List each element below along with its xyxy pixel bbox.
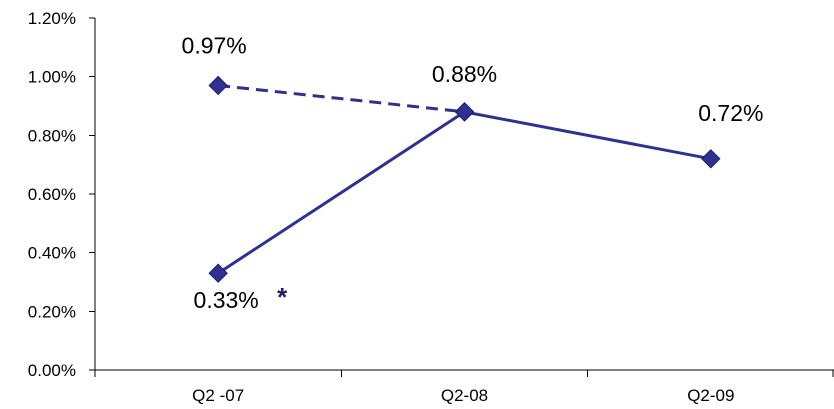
data-label: 0.88% <box>432 61 497 87</box>
series-line-dashed <box>218 83 465 114</box>
data-point-marker <box>208 263 228 283</box>
series-line-solid <box>217 110 712 275</box>
data-point-marker <box>701 149 721 169</box>
x-tick-label: Q2 -07 <box>192 386 244 405</box>
x-tick-label: Q2-08 <box>441 386 488 405</box>
y-tick-label: 0.20% <box>28 302 76 321</box>
data-label-layer: 0.97% 0.88% 0.33% * 0.72% <box>182 32 764 313</box>
y-tick-label: 0.80% <box>28 126 76 145</box>
y-tick-label: 0.40% <box>28 244 76 263</box>
x-axis: Q2 -07 Q2-08 Q2-09 <box>94 369 834 405</box>
x-tick-label: Q2-09 <box>687 386 734 405</box>
y-tick-label: 1.00% <box>28 68 76 87</box>
data-label: 0.97% <box>182 32 247 58</box>
data-label: 0.33% <box>194 287 259 313</box>
y-tick-label: 1.20% <box>28 9 76 28</box>
series-layer <box>208 75 721 283</box>
y-axis: 0.00% 0.20% 0.40% 0.60% 0.80% 1.00% 1.20% <box>28 9 96 380</box>
y-tick-label: 0.00% <box>28 361 76 380</box>
data-point-marker <box>454 102 475 122</box>
y-tick-label: 0.60% <box>28 185 76 204</box>
data-label: 0.72% <box>698 100 763 126</box>
data-point-marker <box>208 75 228 96</box>
asterisk-annotation: * <box>277 282 288 312</box>
